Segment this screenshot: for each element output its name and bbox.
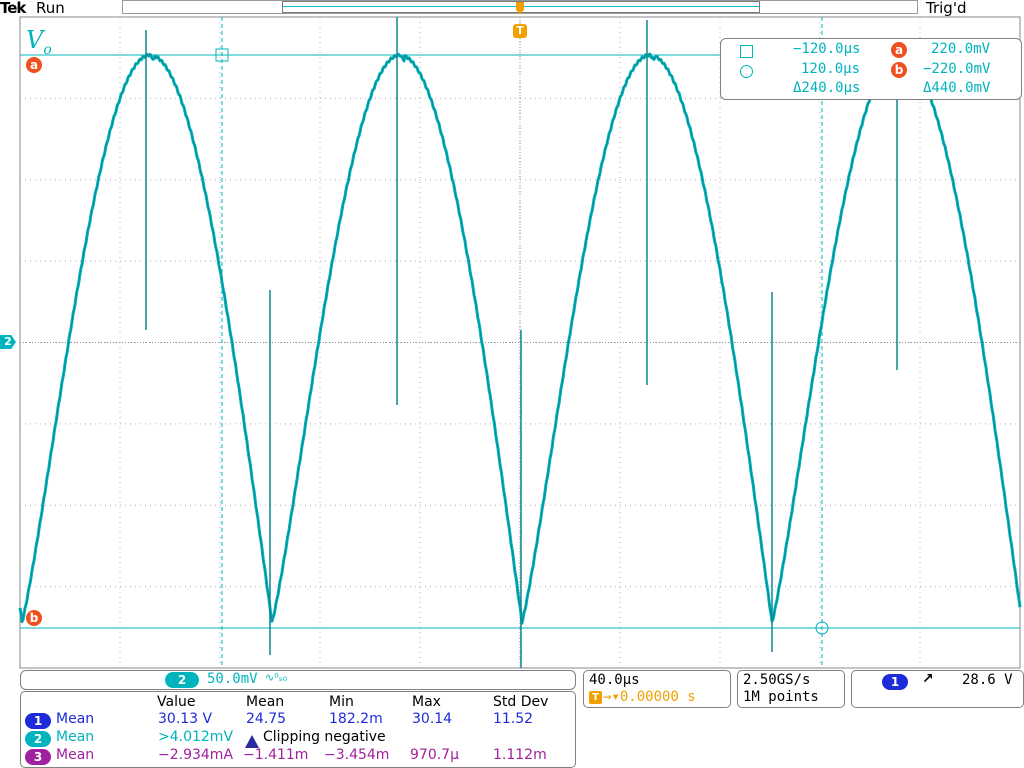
- cursor-a-marker[interactable]: a: [26, 57, 42, 73]
- row-3-value: −2.934mA: [158, 747, 234, 763]
- row-1-max: 30.14: [412, 711, 453, 727]
- row-1-value: 30.13 V: [158, 711, 213, 727]
- cursor-readout-panel: −120.0µs a 220.0mV 120.0µs b −220.0mV Δ2…: [720, 38, 1022, 100]
- col-header-mean: Mean: [246, 694, 285, 710]
- cursor-b-icon: b: [891, 62, 907, 78]
- channel-2-scale: 50.0mV: [207, 671, 258, 687]
- trigger-channel-badge: 1: [882, 674, 908, 690]
- col-header-min: Min: [329, 694, 354, 710]
- row-3-max: 970.7µ: [410, 747, 459, 763]
- trigger-marker[interactable]: T: [513, 24, 527, 38]
- trigger-state: Trig'd: [926, 0, 967, 17]
- timebase-box[interactable]: 40.0µs T →▾0.00000 s: [583, 670, 731, 708]
- cursor-2-handle: [815, 621, 829, 635]
- row-1-min: 182.2m: [329, 711, 383, 727]
- measurements-panel: Value Mean Min Max Std Dev 1 Mean 30.13 …: [20, 691, 576, 768]
- cursor-lines: [20, 17, 1020, 668]
- cursor-delta-voltage: Δ440.0mV: [923, 80, 991, 96]
- trigger-position: →▾0.00000 s: [603, 689, 696, 705]
- channel-2-scale-box[interactable]: 2 50.0mV ∿⁰ₛ₀: [20, 670, 576, 690]
- row-3-min: −3.454m: [324, 747, 390, 763]
- channel-3-badge: 3: [25, 749, 51, 765]
- cursor-a-voltage: 220.0mV: [931, 41, 991, 57]
- row-3-std-dev: 1.112m: [493, 747, 547, 763]
- cursor-b-voltage: −220.0mV: [923, 61, 991, 77]
- row-2-type: Mean: [56, 729, 95, 745]
- channel-2-ground-marker[interactable]: 2: [0, 335, 16, 349]
- square-cursor-icon: [740, 45, 753, 58]
- cursor-1-handle: [215, 48, 229, 62]
- col-header-std-dev: Std Dev: [493, 694, 549, 710]
- col-header-max: Max: [412, 694, 441, 710]
- row-1-type: Mean: [56, 711, 95, 727]
- row-3-type: Mean: [56, 747, 95, 763]
- trigger-t-icon: T: [589, 691, 602, 704]
- row-2-value: >4.012mV: [158, 729, 234, 745]
- sample-rate: 2.50GS/s: [743, 672, 811, 688]
- trigger-settings-box[interactable]: 1 ↗ 28.6 V: [851, 670, 1024, 708]
- circle-cursor-icon: [740, 65, 753, 78]
- acquisition-box[interactable]: 2.50GS/s 1M points: [737, 670, 845, 708]
- warning-triangle-icon: [245, 733, 259, 752]
- row-3-mean: −1.411m: [243, 747, 309, 763]
- trigger-position-icon[interactable]: [514, 2, 526, 14]
- cursor-1-time: −120.0µs: [793, 41, 861, 57]
- row-2-warning: Clipping negative: [263, 729, 386, 745]
- bandwidth-limit-icon: ∿⁰ₛ₀: [265, 671, 288, 684]
- trigger-level: 28.6 V: [962, 672, 1013, 688]
- cursor-a-icon: a: [891, 42, 907, 58]
- row-1-mean: 24.75: [246, 711, 287, 727]
- graticule: [19, 16, 1021, 669]
- run-state: Run: [36, 0, 65, 17]
- waveform-trace-core: [19, 53, 1021, 624]
- channel-2-badge: 2: [165, 672, 199, 688]
- record-length: 1M points: [743, 689, 819, 705]
- waveform-label-main: V: [26, 26, 44, 54]
- waveform-label-sub: o: [43, 41, 52, 58]
- waveform-label: Vo: [26, 26, 52, 58]
- col-header-value: Value: [157, 694, 196, 710]
- channel-1-badge: 1: [25, 713, 51, 729]
- channel-2-waveform: [18, 52, 1022, 625]
- cursor-2-time: 120.0µs: [801, 61, 861, 77]
- cursor-b-marker[interactable]: b: [26, 610, 42, 626]
- brand-logo: Tek: [0, 0, 26, 17]
- cursor-delta-time: Δ240.0µs: [793, 80, 861, 96]
- timebase-per-div: 40.0µs: [589, 672, 640, 688]
- rising-edge-icon: ↗: [922, 671, 934, 687]
- channel-2-row-badge: 2: [25, 731, 51, 747]
- waveform-spikes: [145, 17, 898, 668]
- cursor-handles: [215, 48, 829, 635]
- row-1-std-dev: 11.52: [493, 711, 534, 727]
